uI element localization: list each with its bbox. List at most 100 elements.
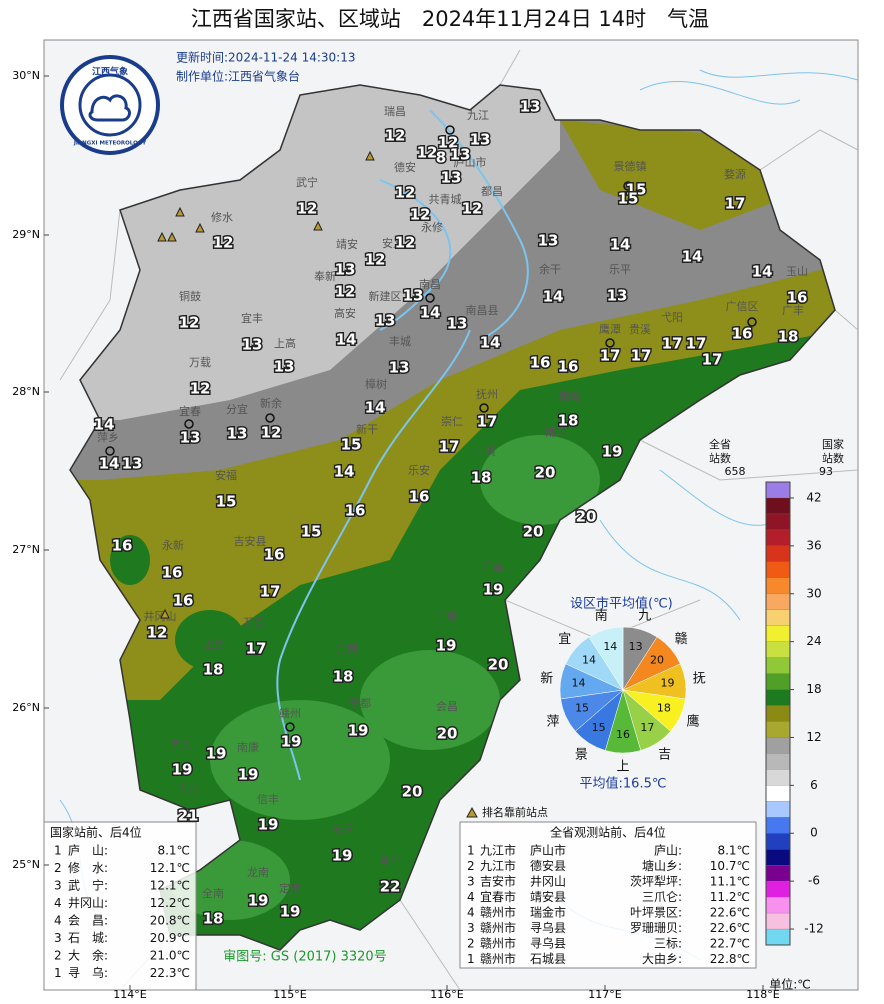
pie-label: 抚 [693,672,706,687]
city-name: 万载 [189,356,211,369]
temperature-label: 16 [173,592,194,610]
table-cell: 4 [54,896,62,910]
temperature-label: 12 [395,184,416,202]
table-cell: 赣州市 [480,936,516,951]
temperature-label: 16 [264,546,285,564]
table-cell: 石 城: [68,931,108,945]
lon-label: 115°E [273,988,306,1000]
temperature-label: 12 [147,624,168,642]
temperature-label: 13 [441,169,462,187]
temperature-label: 13 [122,455,143,473]
colorbar-block [765,657,791,675]
temperature-label: 16 [787,289,808,307]
city-name: 兴国 [336,643,358,656]
city-name: 弋阳 [661,311,683,324]
lat-label: 30°N [12,69,40,82]
colorbar-block [765,849,791,866]
temperature-label: 16 [558,358,579,376]
pie-value: 13 [629,640,643,653]
station-marker [425,293,435,303]
city-name: 吉安县 [234,534,267,548]
top-station-marker [313,220,323,231]
city-name: 井冈山 [144,609,177,623]
city-name: 乐平 [609,263,631,276]
table-cell: 22.6℃ [710,921,750,935]
temperature-label: 13 [538,232,559,250]
table-cell: 11.1℃ [710,875,750,889]
city-name: 宜黄 [474,444,496,458]
table-cell: 赣州市 [480,920,516,935]
city-name: 南城 [559,390,581,403]
pie-label: 吉 [658,747,671,762]
top-station-marker [195,222,205,233]
city-name: 安远 [332,822,354,836]
table-cell: 21.0℃ [150,949,190,963]
colorbar-block [765,817,791,834]
table-cell: 大由乡: [642,952,682,966]
table-cell: 3 [467,875,475,889]
table-cell: 石城县 [530,952,566,966]
table-cell: 庐 山: [68,843,108,858]
lon-label: 116°E [430,988,463,1000]
station-marker [184,419,194,429]
table-cell: 8.1℃ [157,844,190,858]
table-cell: 20.8℃ [150,914,190,928]
city-name: 婺源 [724,167,746,181]
city-name: 玉山 [786,265,808,278]
table-cell: 2 [467,937,475,951]
table-cell: 22.7℃ [710,937,750,951]
colorbar-label: 0 [810,826,818,840]
city-name: 萍乡 [97,431,119,444]
pie-value: 14 [603,640,617,653]
colorbar-label: -6 [808,874,820,888]
temperature-label: 19 [258,816,279,834]
station-count-label: 国家 [822,437,844,451]
colorbar-block [765,865,791,882]
city-name: 乐安 [408,463,430,477]
table-cell: 井冈山 [530,875,566,889]
temperature-label: 16 [345,502,366,520]
temperature-label: 14 [99,455,120,473]
colorbar-label: 18 [806,682,821,696]
colorbar-block [765,705,791,722]
national-table-box [43,821,197,991]
city-name: 宜丰 [241,311,263,325]
colorbar-block [765,833,791,850]
temperature-label: 12 [438,134,459,152]
colorbar-block [765,641,791,659]
city-name: 安福 [215,468,237,482]
temperature-label: 18 [471,469,492,487]
table-cell: 修 水: [68,860,108,875]
city-name: 新建区 [369,289,402,303]
temperature-label: 19 [436,637,457,655]
temperature-label: 18 [778,328,799,346]
pie-label: 上 [616,760,629,775]
city-name: 共青城 [429,193,462,206]
temperature-label: 17 [246,640,267,658]
temperature-label: 13 [375,312,396,330]
temperature-label: 13 [180,429,201,447]
temperature-label: 19 [483,581,504,599]
pie-average: 平均值:16.5℃ [580,776,667,792]
colorbar-block [765,912,791,930]
temperature-label: 19 [248,892,269,910]
temperature-label: 20 [437,725,458,743]
temperature-label: 14 [682,248,703,266]
temperature-label: 13 [274,358,295,376]
city-name: 南昌 [419,278,441,291]
city-name: 丰城 [389,335,411,348]
temperature-label: 13 [242,336,263,354]
city-name: 广信区 [726,300,759,313]
table-cell: 2 [54,949,62,963]
table-cell: 22.8℃ [710,952,750,966]
table-cell: 赣州市 [480,905,516,920]
city-name: 宁都 [436,609,458,623]
pie-value: 14 [571,677,585,690]
pie-value: 15 [592,721,606,734]
table-cell: 2 [54,861,62,875]
temperature-label: 14 [543,288,564,306]
temperature-label: 12 [417,144,438,162]
temperature-label: 18 [333,668,354,686]
colorbar-label: -12 [804,922,824,936]
